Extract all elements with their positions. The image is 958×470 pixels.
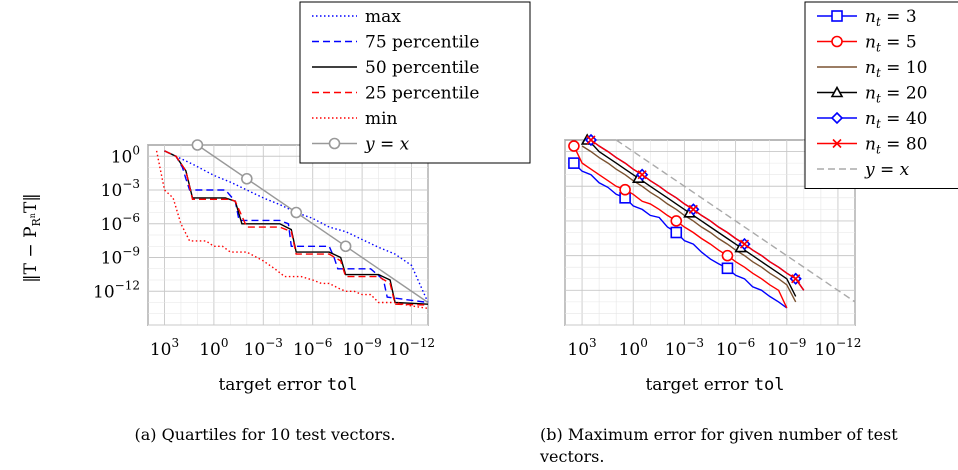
legend-marker <box>830 111 844 125</box>
y-axis-label-a: ‖T − PRnT‖ <box>21 193 43 283</box>
legend-label: nt = 10 <box>865 58 927 80</box>
data-point <box>586 135 596 145</box>
series-line-a-5 <box>197 144 429 304</box>
series-group-a <box>155 139 429 310</box>
legend-label: nt = 3 <box>865 7 917 29</box>
legend-marker <box>832 138 842 149</box>
x-tick-label: 103 <box>567 336 596 360</box>
legend-label: nt = 80 <box>865 135 927 157</box>
data-point <box>721 249 734 262</box>
legend-label: nt = 40 <box>865 109 927 131</box>
x-tick-label: 10−3 <box>244 336 283 360</box>
data-point <box>670 226 683 239</box>
data-point <box>241 172 253 185</box>
y-tick-label: 10−12 <box>93 278 140 302</box>
legend-b: nt = 3 nt = 5 nt = 10 nt = 20 nt = 40 nt = 80… <box>804 1 958 189</box>
x-tick-label: 103 <box>150 336 179 360</box>
x-axis-label-text-a: target error <box>218 375 322 395</box>
legend-box <box>299 1 531 164</box>
x-axis-label-code-a: tol <box>327 375 358 395</box>
panel-b: 103 100 10−3 10−6 10−9 10−12 target error tol… <box>539 1 958 466</box>
series-line-b-2 <box>581 145 797 303</box>
data-point <box>721 262 734 275</box>
legend-label: 75 percentile <box>365 33 479 53</box>
y-tick-label: 10−9 <box>101 245 140 269</box>
data-point <box>619 183 631 196</box>
data-point <box>290 206 303 219</box>
legend-label: nt = 20 <box>865 84 927 106</box>
legend-label: y = x <box>364 135 410 155</box>
data-point <box>688 204 698 214</box>
data-point <box>339 240 352 253</box>
data-point <box>791 274 801 284</box>
x-axis-label-code-b: tol <box>754 375 785 395</box>
legend-box <box>804 1 958 189</box>
x-axis-label-b: target error tol <box>645 375 784 395</box>
x-tick-label: 10−6 <box>293 336 332 360</box>
data-point <box>568 157 580 169</box>
x-tick-label: 10−9 <box>767 336 806 360</box>
legend-label: 50 percentile <box>365 58 479 78</box>
data-point <box>191 139 204 151</box>
caption-a: (a) Quartiles for 10 test vectors. <box>135 425 396 444</box>
series-line-b-6 <box>615 139 856 303</box>
data-point <box>637 170 647 180</box>
legend-label: y = x <box>864 160 910 180</box>
y-tick-label: 10−6 <box>101 211 140 235</box>
data-point <box>568 140 580 152</box>
series-line-b-3 <box>586 139 797 297</box>
data-point <box>670 215 683 227</box>
legend-a: max 75 percentile 50 percentile 25 percenti… <box>299 1 531 164</box>
data-point <box>739 239 750 249</box>
x-axis-label-text-b: target error <box>645 375 749 395</box>
series-line-a-1 <box>164 150 429 304</box>
legend-marker <box>831 10 843 22</box>
series-line-b-5 <box>590 139 805 291</box>
x-tick-label: 100 <box>619 336 648 360</box>
x-axis-label-a: target error tol <box>218 375 357 395</box>
x-tick-label: 10−3 <box>665 336 704 360</box>
series-group-b <box>568 133 856 309</box>
legend-marker <box>830 85 844 98</box>
x-tick-label: 100 <box>199 336 228 360</box>
panel-a: 103 100 10−3 10−6 10−9 10−12 100 10−3 10−6 10−9 10… <box>21 1 531 444</box>
tick-labels-b: 103 100 10−3 10−6 10−9 10−12 <box>567 336 861 360</box>
caption-b-line2: vectors. <box>539 447 604 466</box>
x-tick-label: 10−12 <box>814 336 861 360</box>
y-tick-label: 100 <box>111 143 140 167</box>
legend-label: nt = 5 <box>865 33 917 55</box>
grid-a <box>147 144 429 326</box>
legend-label: 25 percentile <box>365 84 479 104</box>
series-line-a-4 <box>155 150 429 310</box>
y-tick-label: 10−3 <box>101 177 140 201</box>
legend-label: min <box>365 109 398 129</box>
tick-labels-a: 103 100 10−3 10−6 10−9 10−12 100 10−3 10−6 10−9 10… <box>93 143 435 360</box>
x-tick-label: 10−9 <box>342 336 381 360</box>
grid-b <box>564 139 856 326</box>
legend-label: max <box>365 7 401 27</box>
caption-b-line1: (b) Maximum error for given number of te… <box>540 425 898 444</box>
x-tick-label: 10−12 <box>388 336 435 360</box>
legend-marker <box>328 137 341 150</box>
legend-marker <box>831 35 843 48</box>
series-line-a-3 <box>164 150 429 306</box>
x-tick-label: 10−6 <box>716 336 755 360</box>
